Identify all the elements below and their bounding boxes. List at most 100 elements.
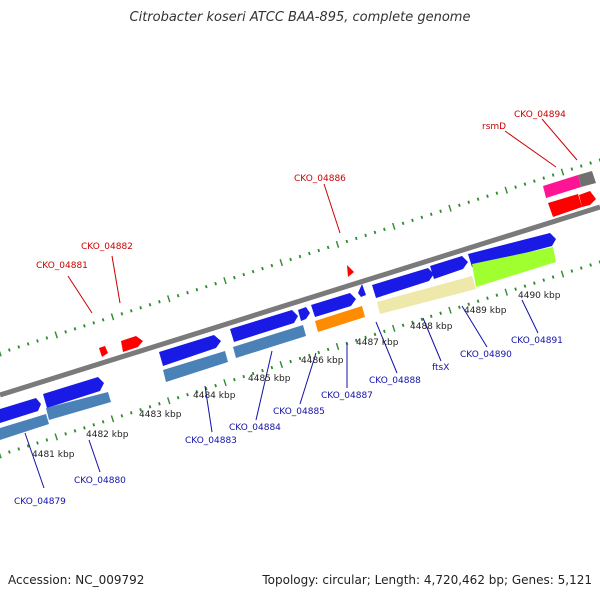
gene-cko04881[interactable]	[99, 346, 108, 357]
gene-cko04885[interactable]	[298, 307, 310, 321]
top-track-tick	[0, 350, 2, 357]
top-track-tick	[448, 204, 452, 212]
gene-cko04884[interactable]	[230, 310, 298, 342]
top-track-tick	[110, 313, 115, 321]
bottom-track-tick	[335, 342, 340, 350]
top-track-tick	[570, 167, 574, 171]
bottom-track-tick	[64, 432, 67, 436]
top-track-tick	[289, 257, 292, 262]
top-track-tick	[139, 306, 142, 310]
top-track-tick	[270, 263, 274, 268]
bottom-track-tick	[439, 311, 442, 315]
gene-cko04894-arrow[interactable]	[579, 191, 596, 207]
bottom-track-tick	[467, 302, 471, 306]
label-cko04880[interactable]: CKO_04880	[74, 476, 126, 486]
top-track-tick	[176, 293, 180, 298]
bottom-track-tick	[533, 281, 536, 285]
gene-cko04894-grey[interactable]	[578, 171, 596, 187]
bottom-track-tick	[476, 299, 480, 303]
label-cko04888[interactable]: CKO_04888	[369, 376, 421, 386]
scale-4484: 4484 kbp	[193, 391, 236, 401]
bottom-track-tick	[92, 423, 96, 427]
bottom-track-tick	[73, 429, 77, 433]
cog-ftsX	[377, 276, 476, 314]
leader-cko04879	[24, 432, 45, 489]
label-cko04882[interactable]: CKO_04882	[81, 242, 133, 252]
gene-rsmD-pink[interactable]	[543, 175, 581, 198]
bottom-track-tick	[560, 270, 565, 278]
bottom-track-tick	[176, 395, 180, 400]
top-track-tick	[251, 269, 255, 274]
bottom-track-tick	[486, 296, 489, 300]
label-cko04879[interactable]: CKO_04879	[14, 497, 66, 507]
map-title: Citrobacter koseri ATCC BAA-895, complet…	[129, 10, 471, 25]
bottom-track-tick	[401, 323, 405, 328]
bottom-track-tick	[392, 324, 396, 332]
top-track-tick	[486, 194, 489, 198]
leader-cko04882	[111, 255, 121, 304]
bottom-track-tick	[589, 263, 592, 267]
gene-cko04891[interactable]	[468, 233, 556, 267]
top-track-tick	[514, 185, 517, 189]
scale-4490: 4490 kbp	[518, 291, 561, 301]
bottom-track-tick	[83, 426, 86, 430]
bottom-track-tick	[167, 397, 171, 405]
bottom-track-tick	[373, 332, 377, 337]
label-rsmD[interactable]: rsmD	[482, 122, 506, 132]
top-gene-labels: CKO_04881 CKO_04882 CKO_04886 rsmD CKO_0…	[36, 110, 566, 271]
bottom-gene-labels: CKO_04879 CKO_04880 CKO_04883 CKO_04884 …	[14, 336, 563, 507]
gene-cko04886[interactable]	[347, 265, 354, 277]
top-track-tick	[26, 342, 30, 346]
bottom-track-tick	[279, 360, 283, 369]
gene-cko04888[interactable]	[358, 284, 366, 297]
bottom-track-tick	[579, 266, 583, 270]
label-ftsX[interactable]: ftsX	[432, 363, 449, 373]
top-track-tick	[364, 233, 367, 238]
scale-4482: 4482 kbp	[86, 430, 129, 440]
label-cko04884[interactable]: CKO_04884	[229, 423, 281, 433]
top-track-tick	[560, 168, 565, 176]
gene-cko04880[interactable]	[43, 377, 104, 408]
cog-cko04887	[315, 306, 365, 332]
scale-4485: 4485 kbp	[248, 374, 291, 384]
gene-cko04883[interactable]	[159, 335, 221, 366]
bottom-track-tick	[242, 374, 246, 379]
gene-cko04879[interactable]	[0, 398, 41, 423]
gene-cko04882[interactable]	[121, 336, 143, 352]
top-track-tick	[73, 327, 77, 331]
leader-cko04890	[461, 305, 488, 348]
top-track-tick	[420, 215, 424, 220]
top-track-tick	[345, 239, 349, 244]
top-track-tick	[411, 218, 414, 223]
gene-cko04890[interactable]	[430, 256, 468, 279]
scale-4488: 4488 kbp	[410, 322, 453, 332]
bottom-track-tick	[570, 269, 574, 273]
leader-cko04880	[88, 439, 101, 473]
scale-labels: 4481 kbp 4482 kbp 4483 kbp 4484 kbp 4485…	[32, 291, 561, 460]
label-cko04894[interactable]: CKO_04894	[514, 110, 566, 120]
gene-cko04887[interactable]	[311, 293, 356, 317]
top-track-tick	[204, 284, 208, 289]
top-track-tick	[476, 197, 480, 201]
top-track-tick	[439, 209, 442, 213]
top-track-tick	[308, 251, 311, 256]
top-track-tick	[242, 272, 246, 277]
label-cko04891[interactable]: CKO_04891	[511, 336, 563, 346]
label-cko04887[interactable]: CKO_04887	[321, 391, 373, 401]
forward-strand-genes	[0, 233, 556, 423]
top-track-tick	[158, 300, 161, 304]
bottom-track-tick	[420, 317, 424, 322]
label-cko04890[interactable]: CKO_04890	[460, 350, 512, 360]
gene-rsmD[interactable]	[548, 194, 582, 217]
label-cko04881[interactable]: CKO_04881	[36, 261, 88, 271]
gene-ftsX[interactable]	[372, 268, 434, 298]
bottom-track-tick	[186, 392, 189, 397]
top-track-tick	[233, 275, 236, 280]
label-cko04885[interactable]: CKO_04885	[273, 407, 325, 417]
bottom-track-tick	[36, 441, 39, 445]
label-cko04883[interactable]: CKO_04883	[185, 436, 237, 446]
scale-4487: 4487 kbp	[356, 338, 399, 348]
bottom-track-tick	[223, 379, 227, 387]
label-cko04886[interactable]: CKO_04886	[294, 174, 346, 184]
